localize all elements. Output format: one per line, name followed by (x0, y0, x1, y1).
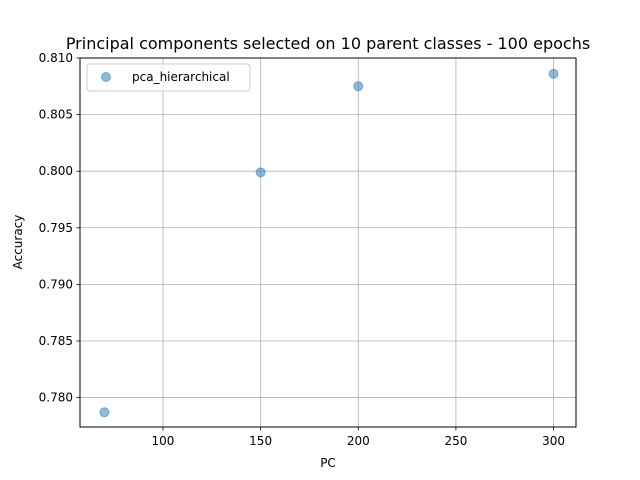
plot-area-frame (79, 57, 577, 428)
y-tick-label: 0.795 (39, 221, 73, 235)
chart-title: Principal components selected on 10 pare… (66, 34, 590, 53)
y-axis-label: Accuracy (11, 215, 25, 270)
x-tick-label: 300 (542, 434, 565, 448)
y-tick-label: 0.800 (39, 164, 73, 178)
legend-marker (101, 72, 111, 82)
data-point (255, 167, 266, 178)
x-axis-label: PC (320, 456, 336, 470)
x-tick-label: 200 (347, 434, 370, 448)
legend-label: pca_hierarchical (132, 70, 230, 84)
x-tick-label: 150 (249, 434, 272, 448)
x-tick-label: 250 (444, 434, 467, 448)
x-tick-label: 100 (152, 434, 175, 448)
legend: pca_hierarchical (86, 63, 251, 92)
data-points (99, 68, 559, 418)
y-tick-label: 0.805 (39, 108, 73, 122)
y-tick-label: 0.785 (39, 334, 73, 348)
legend-box (86, 63, 251, 92)
data-point (353, 81, 364, 92)
y-tick-label: 0.790 (39, 277, 73, 291)
grid (80, 57, 576, 427)
data-point (99, 407, 110, 418)
data-point (548, 68, 559, 79)
y-tick-label: 0.780 (39, 391, 73, 405)
x-axis-ticks: 100 150 200 250 300 (152, 427, 565, 448)
y-tick-label: 0.810 (39, 51, 73, 65)
y-axis-ticks: 0.780 0.785 0.790 0.795 0.800 0.805 0.810 (39, 51, 80, 405)
